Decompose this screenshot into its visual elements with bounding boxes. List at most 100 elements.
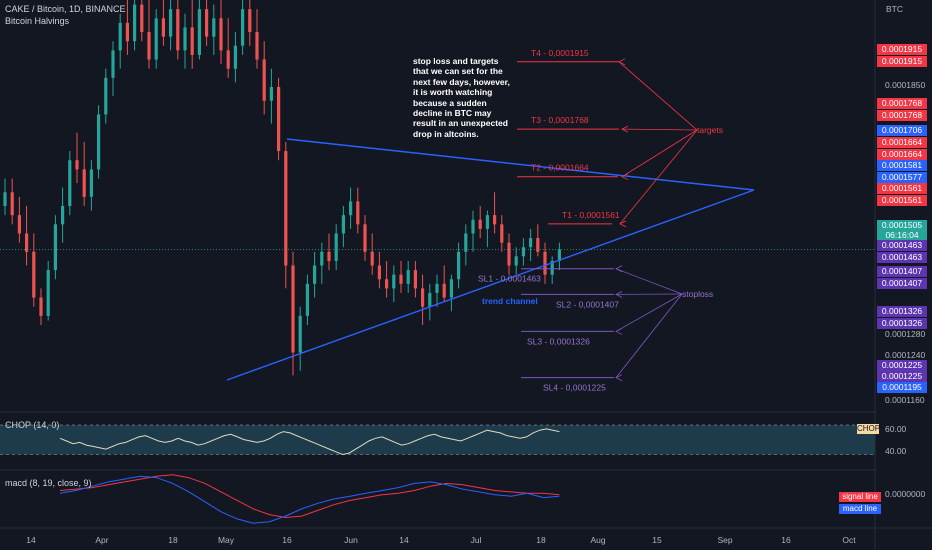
candle-body — [97, 114, 101, 170]
price-badge-trend: 0.0001577 — [877, 172, 927, 183]
symbol-title[interactable]: CAKE / Bitcoin, 1D, BINANCE — [5, 4, 126, 14]
candle — [284, 141, 288, 289]
candle — [111, 41, 115, 97]
macd-line — [59, 475, 560, 524]
macd-pane-title[interactable]: macd (8, 19, close, 9) — [5, 478, 92, 488]
candle — [529, 228, 533, 261]
candle-body — [32, 251, 36, 298]
price-badge-target: 0.0001561 — [877, 183, 927, 194]
candle — [212, 4, 216, 55]
target-arrowhead — [621, 173, 629, 181]
candle-body — [118, 22, 122, 51]
candle — [377, 251, 381, 289]
candle — [68, 151, 72, 216]
candle — [61, 187, 65, 243]
candle-body — [176, 9, 180, 51]
candle-body — [349, 201, 353, 216]
price-tick: 0.0001240 — [885, 350, 926, 360]
candle-body — [169, 9, 173, 37]
candle — [226, 18, 230, 78]
candle — [449, 274, 453, 312]
targets-label: targets — [697, 125, 723, 135]
candle-body — [89, 169, 93, 197]
price-badge-stoploss: 0.0001225 — [877, 360, 927, 371]
signal-line-legend: signal line — [839, 492, 881, 502]
candle-body — [529, 238, 533, 248]
currency-unit: BTC — [886, 4, 903, 14]
candle-body — [298, 315, 302, 353]
chop-line — [59, 428, 560, 456]
candle-body — [10, 192, 14, 216]
price-badge-trend: 0.0001581 — [877, 160, 927, 171]
candle-body — [284, 151, 288, 266]
trend-line-upper — [286, 138, 755, 191]
candle-body — [17, 215, 21, 234]
stoploss-label: SL2 - 0,0001407 — [556, 299, 619, 309]
candle-body — [507, 242, 511, 266]
price-badge-stoploss: 0.0001225 — [877, 371, 927, 382]
candle — [46, 260, 50, 321]
price-badge-target: 0.0001664 — [877, 149, 927, 160]
candle-body — [233, 45, 237, 69]
candle-body — [550, 260, 554, 275]
candle-body — [392, 274, 396, 289]
candle-body — [428, 292, 432, 307]
candle-body — [147, 32, 151, 60]
candle — [255, 9, 259, 69]
time-tick: Aug — [590, 535, 606, 545]
target-label: T1 - 0,0001561 — [562, 210, 620, 220]
candle — [161, 0, 165, 46]
trend-line-lower — [226, 189, 755, 381]
candle-body — [212, 18, 216, 37]
candle-body — [464, 233, 468, 252]
candle-body — [485, 215, 489, 229]
candle-body — [478, 219, 482, 229]
halvings-indicator-label[interactable]: Bitcoin Halvings — [5, 16, 70, 26]
candle — [53, 215, 57, 280]
stoploss-arrowhead — [615, 374, 623, 382]
candle — [183, 13, 187, 69]
target-label: T2 - 0,0001664 — [531, 163, 589, 173]
candle — [406, 260, 410, 293]
candle-body — [53, 224, 57, 271]
candle — [543, 242, 547, 284]
stoploss-arrowhead — [615, 265, 623, 273]
stoploss-arrowhead — [615, 328, 623, 335]
price-tick: 0.0001850 — [885, 80, 926, 90]
candle — [291, 251, 295, 376]
candle — [428, 283, 432, 321]
candle — [154, 9, 158, 69]
candle — [205, 0, 209, 46]
candle — [385, 260, 389, 298]
price-badge-target: 0.0001561 — [877, 195, 927, 206]
candle-body — [161, 18, 165, 37]
chop-indicator-pane — [0, 424, 875, 456]
chop-tick-40: 40.00 — [885, 446, 907, 456]
stoploss-label: SL4 - 0,0001225 — [543, 383, 606, 393]
stoploss-label: SL1 - 0,0001463 — [478, 274, 541, 284]
candle — [176, 0, 180, 60]
target-pointer — [619, 129, 698, 225]
candle — [370, 233, 374, 275]
chop-badge: CHOP — [857, 424, 881, 434]
time-tick: 15 — [652, 535, 662, 545]
candle — [536, 224, 540, 257]
candle-body — [356, 201, 360, 225]
candle-body — [543, 251, 547, 275]
macd-line-legend: macd line — [839, 504, 881, 514]
target-pointer — [621, 128, 698, 131]
candle-body — [370, 251, 374, 266]
candle — [82, 141, 86, 206]
candle — [104, 68, 108, 124]
candle-body — [399, 274, 403, 284]
candle — [133, 0, 137, 51]
chop-pane-title[interactable]: CHOP (14, 0) — [5, 420, 60, 430]
candle-body — [327, 251, 331, 261]
candle-body — [190, 27, 194, 55]
signal-line — [59, 474, 560, 519]
price-tick: 0.0001160 — [885, 395, 925, 405]
candle-body — [514, 256, 518, 266]
target-arrowhead — [619, 220, 627, 228]
